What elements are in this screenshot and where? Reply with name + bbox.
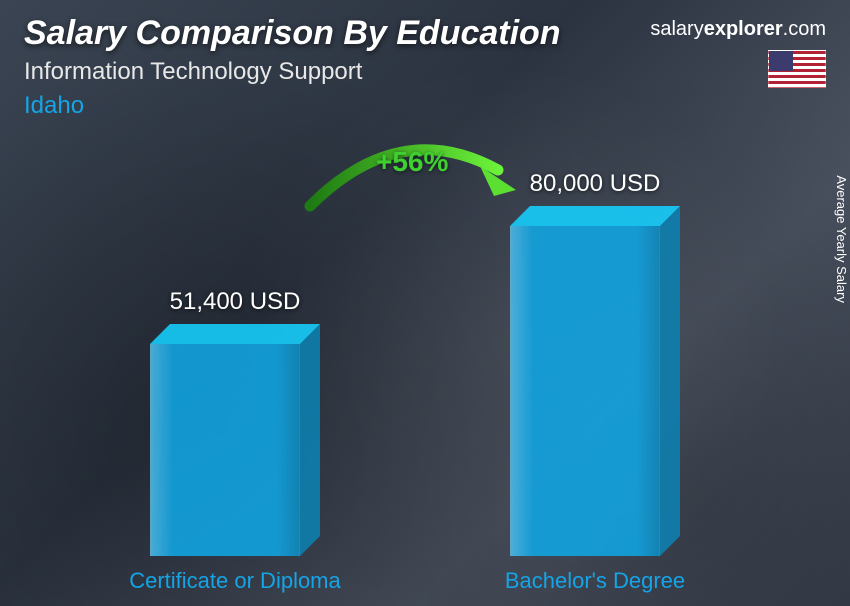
- brand-suffix: .com: [783, 18, 826, 40]
- bar-top: [510, 206, 680, 226]
- chart-subtitle: Information Technology Support: [24, 58, 362, 86]
- chart-title: Salary Comparison By Education: [24, 14, 561, 53]
- brand-prefix: salary: [650, 18, 703, 40]
- category-label: Bachelor's Degree: [445, 568, 745, 594]
- brand-bold: explorer: [704, 18, 783, 40]
- bar-side: [300, 324, 320, 556]
- flag-icon: [768, 50, 826, 88]
- category-label: Certificate or Diploma: [85, 568, 385, 594]
- bar-value-label: 80,000 USD: [530, 170, 661, 198]
- bar-top: [150, 324, 320, 344]
- chart-location: Idaho: [24, 92, 84, 120]
- bar-chart: 51,400 USD 80,000 USD: [0, 140, 850, 556]
- brand-label: salaryexplorer.com: [650, 18, 826, 41]
- bar-side: [660, 206, 680, 556]
- infographic-canvas: Salary Comparison By Education Informati…: [0, 0, 850, 606]
- bar: [150, 344, 320, 556]
- bar: [510, 226, 680, 556]
- bar-front: [510, 226, 660, 556]
- bar-value-label: 51,400 USD: [170, 288, 301, 316]
- bar-front: [150, 344, 300, 556]
